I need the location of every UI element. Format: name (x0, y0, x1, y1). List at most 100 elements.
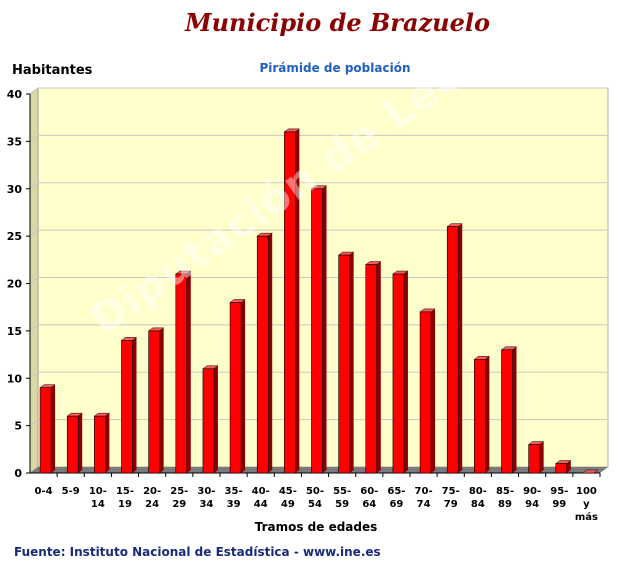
y-axis-label: Habitantes (12, 63, 93, 78)
chart-title: Pirámide de población (259, 61, 411, 75)
bar-side (403, 271, 408, 473)
bar-side (105, 413, 110, 473)
x-tick-label-line: 65- (387, 486, 405, 497)
gridline-diag (29, 419, 39, 427)
bar (337, 251, 355, 474)
gridline-diag (29, 371, 39, 379)
bar-side (539, 441, 544, 473)
x-tick-label: 65-69 (387, 486, 405, 510)
bar-front (365, 264, 378, 474)
x-tick-label-line: 90- (523, 486, 541, 497)
bar-front (501, 349, 513, 474)
bar-front (94, 415, 106, 474)
bars (39, 128, 599, 474)
x-tick-label: 10-14 (89, 486, 107, 510)
x-tick-labels: 0-4 5-9 10-1415-1920-2425-2930-3435-3940-4… (35, 486, 599, 523)
gridline-diag (29, 277, 39, 284)
x-tick-label: 60-64 (360, 486, 378, 510)
y-tick-label: 0 (14, 467, 22, 480)
bar-side (241, 299, 246, 473)
x-tick-label-line: 74 (417, 499, 431, 510)
x-tick-label: 85-89 (496, 486, 514, 510)
x-tick-label-line: 80- (469, 486, 487, 497)
x-tick-label: 95-99 (550, 486, 568, 510)
x-tick-label-line: 60- (360, 486, 378, 497)
bar-front (148, 330, 160, 474)
bar-front (446, 226, 459, 474)
x-tick-label-line: más (575, 511, 598, 523)
x-tick-label: 50-54 (306, 486, 324, 510)
x-tick-label-line: 29 (172, 499, 186, 510)
bar (229, 299, 246, 474)
x-tick-label-line: 24 (145, 499, 159, 510)
gridline-diag (29, 229, 39, 237)
x-tick-label: 55-59 (333, 486, 351, 510)
x-tick-label-line: 49 (281, 499, 295, 510)
bar (66, 412, 83, 474)
x-tick-label-line: 70- (415, 486, 433, 497)
x-tick-label: 80-84 (469, 486, 487, 510)
bar (310, 185, 328, 474)
bar (527, 441, 545, 474)
bar (147, 327, 165, 474)
y-tick-labels: 0 5 10 15 20 25 30 35 40 (7, 88, 23, 480)
x-tick-label-line: 85- (496, 486, 514, 497)
x-tick-label-line: 50- (306, 486, 324, 497)
bar-side (485, 356, 490, 473)
bar (202, 365, 219, 474)
y-tick-label: 10 (7, 372, 23, 385)
x-tick-label-line: 5-9 (62, 486, 80, 497)
x-tick-label-line: 64 (362, 499, 376, 510)
y-tick-label: 40 (7, 88, 23, 101)
y-tick-label: 15 (7, 325, 22, 338)
x-tick-label: 90-94 (523, 486, 541, 510)
x-tick-label-line: 99 (552, 499, 566, 510)
x-tick-label-line: 54 (308, 499, 322, 510)
x-tick-label: 75-79 (442, 486, 460, 510)
bar-front (555, 463, 568, 474)
bar (555, 460, 572, 474)
y-tick-label: 30 (7, 183, 23, 196)
x-tick-label: 25-29 (170, 486, 188, 510)
bar (473, 356, 491, 474)
bar-side (51, 384, 56, 473)
x-tick-label-line: 55- (333, 486, 351, 497)
bar-side (566, 460, 571, 473)
bar (120, 337, 138, 474)
bar-side (186, 271, 191, 473)
bar (392, 270, 409, 474)
x-tick-label: 70-74 (415, 486, 433, 510)
bar-side (78, 413, 83, 473)
x-tick-label: 35-39 (225, 486, 243, 510)
gridline-diag (29, 134, 39, 142)
bar-front (39, 387, 52, 474)
x-tick-label-line: 59 (335, 499, 349, 510)
x-tick-label: 15-19 (116, 486, 134, 510)
bar-side (159, 327, 164, 473)
x-tick-label-line: 30- (197, 486, 215, 497)
x-tick-label-line: 45- (279, 486, 297, 497)
bar-front (175, 273, 188, 474)
x-tick-label-line: 25- (170, 486, 188, 497)
bar-front (311, 188, 323, 474)
bar-side (132, 337, 137, 473)
bar (582, 469, 599, 474)
bar (283, 128, 301, 474)
bar-side (349, 252, 354, 473)
bar-side (213, 365, 218, 473)
gridline-diag (29, 87, 39, 95)
bar-front (392, 273, 405, 474)
x-axis-label: Tramos de edades (254, 520, 378, 534)
x-tick-label-line: 94 (525, 499, 539, 510)
x-tick-label-line: 100 (576, 486, 597, 497)
y-tick-label: 35 (7, 135, 22, 148)
bar (419, 308, 436, 474)
x-tick-label: 30-34 (197, 486, 215, 510)
bar-front (338, 254, 350, 474)
bar (39, 384, 56, 474)
x-tick-label: 100 y más (575, 486, 598, 523)
gridline-diag (29, 324, 39, 332)
x-tick-label: 0-4 (35, 486, 53, 497)
bar-side (376, 261, 381, 473)
bar-front (474, 358, 486, 474)
